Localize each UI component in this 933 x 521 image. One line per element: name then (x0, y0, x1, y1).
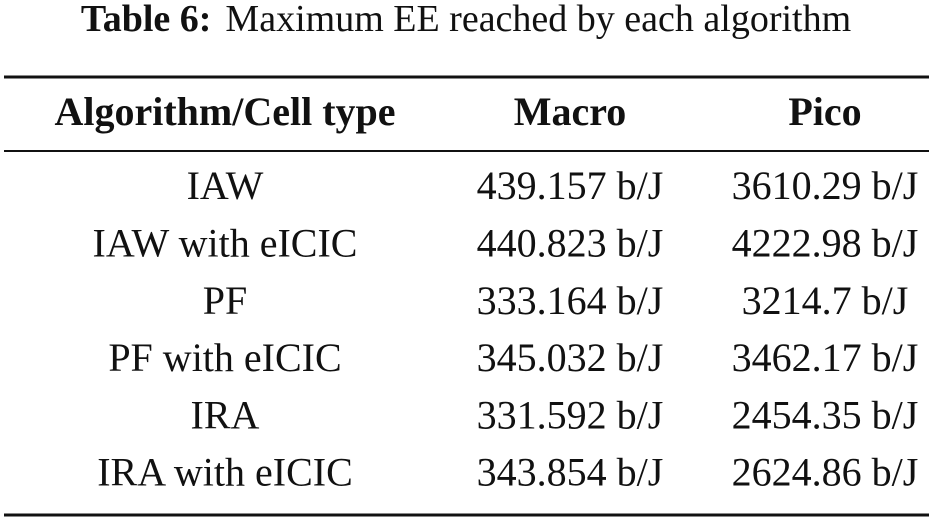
table-cell: 3462.17 b/J (732, 335, 919, 380)
header-cell: Algorithm/Cell type (54, 89, 395, 134)
table-cell: 345.032 b/J (477, 335, 664, 380)
table-cell: 439.157 b/J (477, 163, 664, 208)
table-cell: 3610.29 b/J (732, 163, 919, 208)
table-cell: 4222.98 b/J (732, 220, 919, 265)
table-cell: IRA (191, 392, 260, 437)
table-cell: 2624.86 b/J (732, 450, 919, 495)
caption-text: Maximum EE reached by each algorithm (225, 0, 851, 40)
table-cell: IRA with eICIC (97, 450, 353, 495)
header-cell: Pico (788, 89, 861, 134)
table-cell: 331.592 b/J (477, 392, 664, 437)
table-cell: 2454.35 b/J (732, 392, 919, 437)
table-cell: 3214.7 b/J (742, 278, 909, 323)
caption: Table 6: Maximum EE reached by each algor… (81, 0, 851, 40)
table-cell: PF with eICIC (108, 335, 341, 380)
header-cell: Macro (514, 89, 627, 134)
table-cell: 333.164 b/J (477, 278, 664, 323)
caption-label: Table 6: (81, 0, 212, 40)
table-cell: PF (203, 278, 248, 323)
table-cell: IAW with eICIC (93, 220, 358, 265)
table-cell: IAW (187, 163, 264, 208)
table-cell: 440.823 b/J (477, 220, 664, 265)
table-cell: 343.854 b/J (477, 450, 664, 495)
